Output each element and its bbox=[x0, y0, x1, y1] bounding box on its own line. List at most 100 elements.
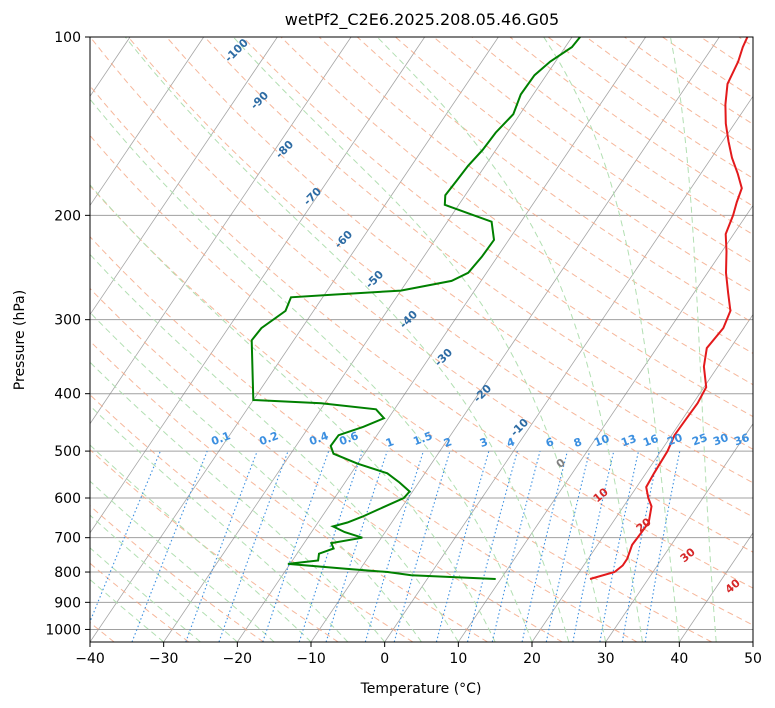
y-tick-label: 800 bbox=[54, 565, 81, 581]
dry-adiabat bbox=[90, 340, 488, 642]
isotherm bbox=[310, 37, 720, 642]
isotherm bbox=[531, 313, 753, 642]
mixing-ratio-label: 13 bbox=[619, 432, 638, 449]
mixing-ratio-label: 25 bbox=[690, 431, 709, 448]
mixing-ratio-label: 0.4 bbox=[307, 429, 330, 448]
moist-adiabat bbox=[90, 184, 496, 642]
mixing-ratio-label: 3 bbox=[478, 435, 490, 450]
moist-adiabat bbox=[90, 444, 312, 642]
temperature-profile bbox=[589, 37, 749, 580]
dry-adiabat bbox=[90, 287, 563, 642]
moist-adiabat bbox=[232, 37, 607, 642]
dry-adiabat bbox=[90, 85, 753, 589]
y-tick-label: 1000 bbox=[45, 622, 81, 638]
dry-adiabat bbox=[90, 37, 753, 553]
mixing-ratio-line bbox=[262, 450, 330, 642]
mixing-ratio-line bbox=[325, 450, 388, 642]
dry-adiabat bbox=[318, 37, 753, 354]
mixing-ratio-line bbox=[466, 450, 518, 642]
y-tick-label: 400 bbox=[54, 387, 81, 403]
isotherm bbox=[679, 532, 753, 642]
isotherm bbox=[90, 37, 205, 207]
mixing-ratio-label: 0.1 bbox=[209, 429, 232, 448]
y-tick-label: 100 bbox=[54, 30, 81, 46]
mixing-ratio-line bbox=[364, 450, 424, 642]
dry-adiabat bbox=[90, 134, 753, 626]
isotherm bbox=[0, 37, 56, 642]
isotherm bbox=[752, 641, 753, 642]
chart-title: wetPf2_C2E6.2025.208.05.46.G05 bbox=[285, 10, 559, 30]
x-tick-label: −40 bbox=[75, 651, 105, 667]
moist-adiabat bbox=[124, 37, 570, 642]
dry-adiabat bbox=[242, 37, 753, 418]
dry-adiabat bbox=[127, 37, 753, 518]
mixing-ratio-line bbox=[185, 450, 258, 642]
isotherm bbox=[384, 95, 753, 642]
moist-adiabat bbox=[90, 578, 165, 642]
moist-adiabat bbox=[376, 37, 643, 642]
isotherm bbox=[90, 37, 278, 316]
y-tick-label: 900 bbox=[54, 595, 81, 611]
mixing-ratio-label: 20 bbox=[665, 431, 684, 449]
mixing-ratio-label: 10 bbox=[592, 432, 611, 450]
mixing-ratio-line bbox=[435, 450, 490, 642]
isotherm bbox=[458, 204, 753, 642]
y-tick-label: 200 bbox=[54, 208, 81, 224]
plot-frame bbox=[89, 36, 754, 643]
mixing-ratio-label: 16 bbox=[641, 432, 660, 450]
moist-adiabat bbox=[90, 405, 349, 642]
moist-adiabat bbox=[90, 514, 238, 642]
moist-adiabat bbox=[669, 37, 717, 642]
mixing-ratio-label: 4 bbox=[505, 435, 517, 450]
mixing-ratio-label: 0.6 bbox=[337, 429, 360, 448]
mixing-ratio-label: 6 bbox=[544, 435, 556, 450]
mixing-ratio-label: 1.5 bbox=[411, 429, 434, 448]
x-tick-label: −20 bbox=[223, 651, 253, 667]
x-tick-label: 0 bbox=[380, 651, 389, 667]
isotherm bbox=[90, 37, 426, 534]
isotherm bbox=[90, 37, 352, 425]
moist-adiabat bbox=[90, 311, 422, 642]
mixing-ratio-label: 0.2 bbox=[257, 429, 280, 448]
dry-adiabat bbox=[280, 37, 753, 386]
y-tick-label: 300 bbox=[54, 313, 81, 329]
moist-adiabat bbox=[90, 547, 201, 642]
dewpoint-profile bbox=[250, 37, 581, 580]
dry-adiabat bbox=[90, 185, 712, 642]
isotherm bbox=[605, 423, 753, 642]
x-axis-label: Temperature (°C) bbox=[360, 681, 482, 697]
x-tick-label: 10 bbox=[449, 651, 467, 667]
mixing-ratio-line bbox=[521, 450, 568, 642]
axes: −40 −30 −20 −10 0 10 20 30 40 50 1000 900 800 700 600 5… bbox=[45, 30, 762, 667]
x-tick-label: 40 bbox=[670, 651, 688, 667]
background-lines bbox=[0, 37, 753, 642]
dry-adiabat bbox=[90, 236, 638, 642]
mixing-ratio-line bbox=[298, 450, 363, 642]
x-tick-label: 30 bbox=[597, 651, 615, 667]
mixing-ratio-line bbox=[545, 450, 591, 642]
x-tick-label: −30 bbox=[149, 651, 179, 667]
isotherm bbox=[163, 37, 573, 642]
mixing-ratio-line bbox=[393, 450, 451, 642]
mixing-ratio-label: 2 bbox=[442, 435, 454, 450]
plot-area bbox=[90, 37, 753, 642]
mixing-ratio-line bbox=[131, 450, 208, 642]
moist-adiabat bbox=[90, 480, 275, 642]
y-tick-label: 600 bbox=[54, 491, 81, 507]
mixing-ratio-line bbox=[491, 450, 541, 642]
x-tick-label: 20 bbox=[523, 651, 541, 667]
moist-adiabat bbox=[90, 98, 533, 642]
isotherm bbox=[237, 37, 647, 642]
y-axis-label: Pressure (hPa) bbox=[12, 290, 28, 390]
x-tick-label: 50 bbox=[744, 651, 762, 667]
x-tick-label: −10 bbox=[296, 651, 326, 667]
moist-adiabat bbox=[90, 361, 386, 642]
profile-lines bbox=[250, 37, 749, 580]
moist-adiabat bbox=[543, 37, 680, 642]
y-tick-label: 700 bbox=[54, 531, 81, 547]
mixing-ratio-label: 36 bbox=[732, 431, 751, 449]
dry-adiabat bbox=[90, 505, 264, 642]
mixing-ratio-label: 30 bbox=[711, 431, 730, 449]
mixing-ratio-label: 8 bbox=[572, 435, 584, 450]
